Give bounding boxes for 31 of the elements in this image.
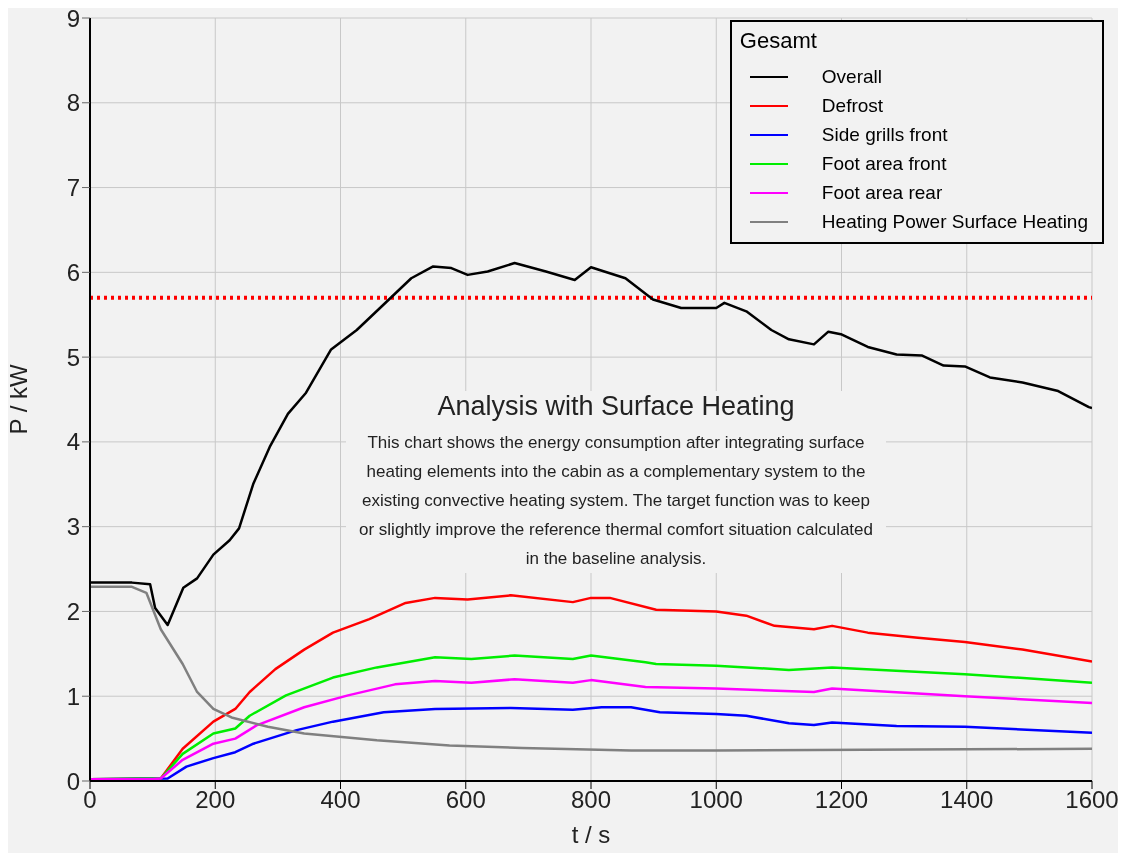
y-tick-label: 7	[66, 174, 80, 202]
x-tick-label: 1600	[1065, 786, 1119, 814]
annotation: Analysis with Surface Heating	[436, 391, 796, 422]
x-tick-label: 600	[445, 786, 486, 814]
y-tick-label: 2	[66, 597, 80, 625]
x-tick-label: 1400	[940, 786, 994, 814]
y-tick-label: 4	[66, 428, 80, 456]
y-axis-title: P / kW	[4, 364, 32, 435]
y-tick-label: 6	[66, 258, 80, 286]
legend-title: Gesamt	[739, 28, 818, 54]
legend-label: Overall	[821, 65, 883, 89]
x-tick-label: 1200	[814, 786, 869, 814]
x-tick-label: 200	[195, 786, 236, 814]
x-axis-title: t / s	[571, 821, 611, 848]
legend-label: Foot area front	[821, 152, 947, 176]
y-tick-label: 9	[66, 4, 80, 32]
y-tick-label: 0	[66, 767, 80, 795]
x-tick-label: 800	[570, 786, 612, 814]
x-tick-label: 0	[83, 786, 97, 814]
annotation: This chart shows the energy consumption after integrating surface heating elements into the cabin as a complementary system to the existing convective heating system. The target function was to keep or slightly improve the reference thermal comfort situation calculated in the baseline analysis.	[358, 432, 874, 570]
y-tick-label: 5	[66, 343, 80, 371]
x-tick-label: 400	[320, 786, 361, 814]
x-tick-label: 1000	[689, 786, 743, 814]
y-tick-label: 8	[66, 89, 80, 117]
y-tick-label: 3	[66, 513, 80, 541]
legend-label: Heating Power Surface Heating	[821, 210, 1088, 234]
line-series	[90, 585, 1092, 752]
legend-label: Side grills front	[821, 123, 948, 147]
legend-label: Defrost	[821, 94, 884, 118]
legend-label: Foot area rear	[821, 181, 943, 205]
y-tick-label: 1	[66, 682, 80, 710]
